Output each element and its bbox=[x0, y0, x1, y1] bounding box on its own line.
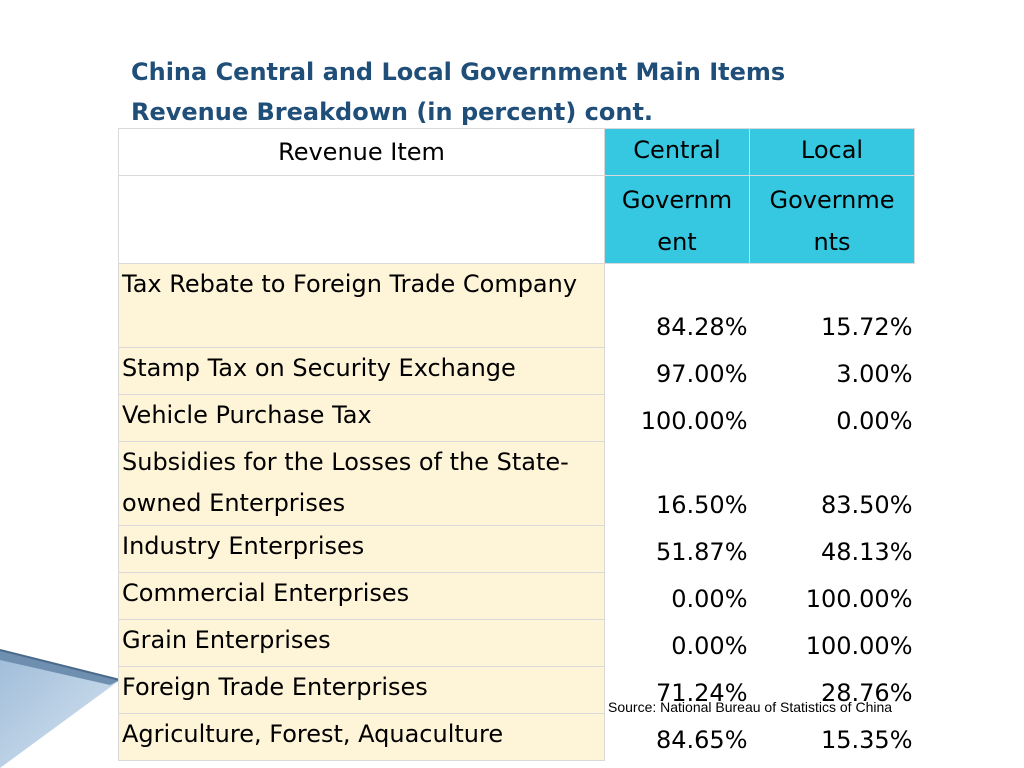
table-row: Vehicle Purchase Tax 100.00% 0.00% bbox=[118, 394, 915, 442]
table-row: Tax Rebate to Foreign Trade Company 84.28… bbox=[118, 263, 915, 348]
local-value-cell: 3.00% bbox=[749, 347, 915, 395]
header-central: Central bbox=[604, 128, 750, 176]
central-value-cell: 84.65% bbox=[604, 713, 750, 761]
central-value-cell: 84.28% bbox=[604, 263, 750, 348]
revenue-item-cell: Vehicle Purchase Tax bbox=[118, 394, 605, 442]
revenue-item-cell: Grain Enterprises bbox=[118, 619, 605, 667]
central-value-cell: 97.00% bbox=[604, 347, 750, 395]
revenue-item-cell: Agriculture, Forest, Aquaculture bbox=[118, 713, 605, 761]
local-value-cell: 28.76% bbox=[749, 666, 915, 714]
central-value-cell: 0.00% bbox=[604, 572, 750, 620]
central-value-cell: 71.24% bbox=[604, 666, 750, 714]
revenue-table: Revenue Item Central Local Governm ent G… bbox=[118, 128, 915, 761]
central-value-cell: 100.00% bbox=[604, 394, 750, 442]
table-row: Commercial Enterprises 0.00% 100.00% bbox=[118, 572, 915, 620]
central-value-cell: 0.00% bbox=[604, 619, 750, 667]
central-value-cell: 51.87% bbox=[604, 525, 750, 573]
local-value-cell: 100.00% bbox=[749, 572, 915, 620]
slide-corner-decoration bbox=[0, 649, 121, 768]
header-local: Local bbox=[749, 128, 915, 176]
local-value-cell: 100.00% bbox=[749, 619, 915, 667]
header-row-2: Governm ent Governme nts bbox=[118, 175, 915, 264]
revenue-item-cell: Subsidies for the Losses of the State-ow… bbox=[118, 441, 605, 526]
local-value-cell: 0.00% bbox=[749, 394, 915, 442]
source-note: Source: National Bureau of Statistics of… bbox=[608, 699, 893, 715]
revenue-item-cell: Stamp Tax on Security Exchange bbox=[118, 347, 605, 395]
header-local-governments: Governme nts bbox=[749, 175, 915, 264]
central-value-cell: 16.50% bbox=[604, 441, 750, 526]
table-row: Agriculture, Forest, Aquaculture 84.65% 15… bbox=[118, 713, 915, 761]
revenue-item-cell: Foreign Trade Enterprises bbox=[118, 666, 605, 714]
title-line-1: China Central and Local Government Main … bbox=[131, 58, 786, 86]
header-central-government: Governm ent bbox=[604, 175, 750, 264]
header-revenue-item: Revenue Item bbox=[118, 128, 605, 176]
revenue-item-cell: Tax Rebate to Foreign Trade Company bbox=[118, 263, 605, 348]
title-line-2: Revenue Breakdown (in percent) cont. bbox=[131, 98, 654, 126]
local-value-cell: 15.72% bbox=[749, 263, 915, 348]
local-value-cell: 48.13% bbox=[749, 525, 915, 573]
table-row: Stamp Tax on Security Exchange 97.00% 3.00… bbox=[118, 347, 915, 395]
table-row: Grain Enterprises 0.00% 100.00% bbox=[118, 619, 915, 667]
table-row: Foreign Trade Enterprises 71.24% 28.76% bbox=[118, 666, 915, 714]
header-row: Revenue Item Central Local bbox=[118, 128, 915, 176]
revenue-item-cell: Commercial Enterprises bbox=[118, 572, 605, 620]
table-row: Industry Enterprises 51.87% 48.13% bbox=[118, 525, 915, 573]
table-body: Tax Rebate to Foreign Trade Company 84.28… bbox=[118, 263, 915, 761]
revenue-item-cell: Industry Enterprises bbox=[118, 525, 605, 573]
local-value-cell: 83.50% bbox=[749, 441, 915, 526]
table-row: Subsidies for the Losses of the State-ow… bbox=[118, 441, 915, 526]
slide-title: China Central and Local Government Main … bbox=[131, 52, 911, 132]
local-value-cell: 15.35% bbox=[749, 713, 915, 761]
header-blank-cell bbox=[118, 175, 605, 264]
